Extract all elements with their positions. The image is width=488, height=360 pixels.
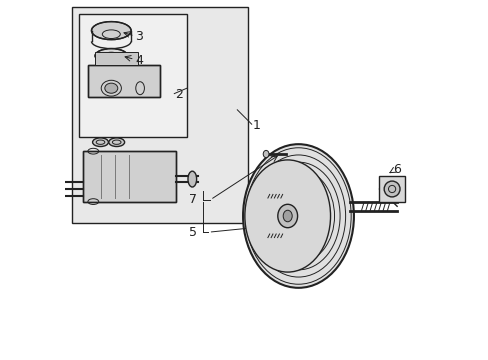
Ellipse shape <box>92 138 108 147</box>
Bar <box>95 52 138 65</box>
Ellipse shape <box>244 160 330 272</box>
Ellipse shape <box>104 83 118 93</box>
FancyBboxPatch shape <box>79 14 186 137</box>
Text: 4: 4 <box>135 54 143 67</box>
Ellipse shape <box>277 204 297 228</box>
FancyBboxPatch shape <box>72 7 247 223</box>
Text: 5: 5 <box>188 226 197 239</box>
Ellipse shape <box>384 181 399 197</box>
Text: 6: 6 <box>392 163 400 176</box>
Text: 1: 1 <box>253 119 261 132</box>
Ellipse shape <box>243 144 353 288</box>
Ellipse shape <box>263 150 268 158</box>
Ellipse shape <box>187 171 196 187</box>
Bar <box>88 65 160 97</box>
Ellipse shape <box>91 22 131 40</box>
Ellipse shape <box>108 138 124 147</box>
Bar <box>88 65 160 97</box>
Ellipse shape <box>95 49 127 63</box>
Bar <box>379 176 404 202</box>
Text: 7: 7 <box>188 193 197 206</box>
Bar <box>82 151 176 202</box>
Text: 2: 2 <box>175 88 183 101</box>
Bar <box>82 151 176 202</box>
Ellipse shape <box>283 210 292 222</box>
Text: 3: 3 <box>135 30 143 43</box>
